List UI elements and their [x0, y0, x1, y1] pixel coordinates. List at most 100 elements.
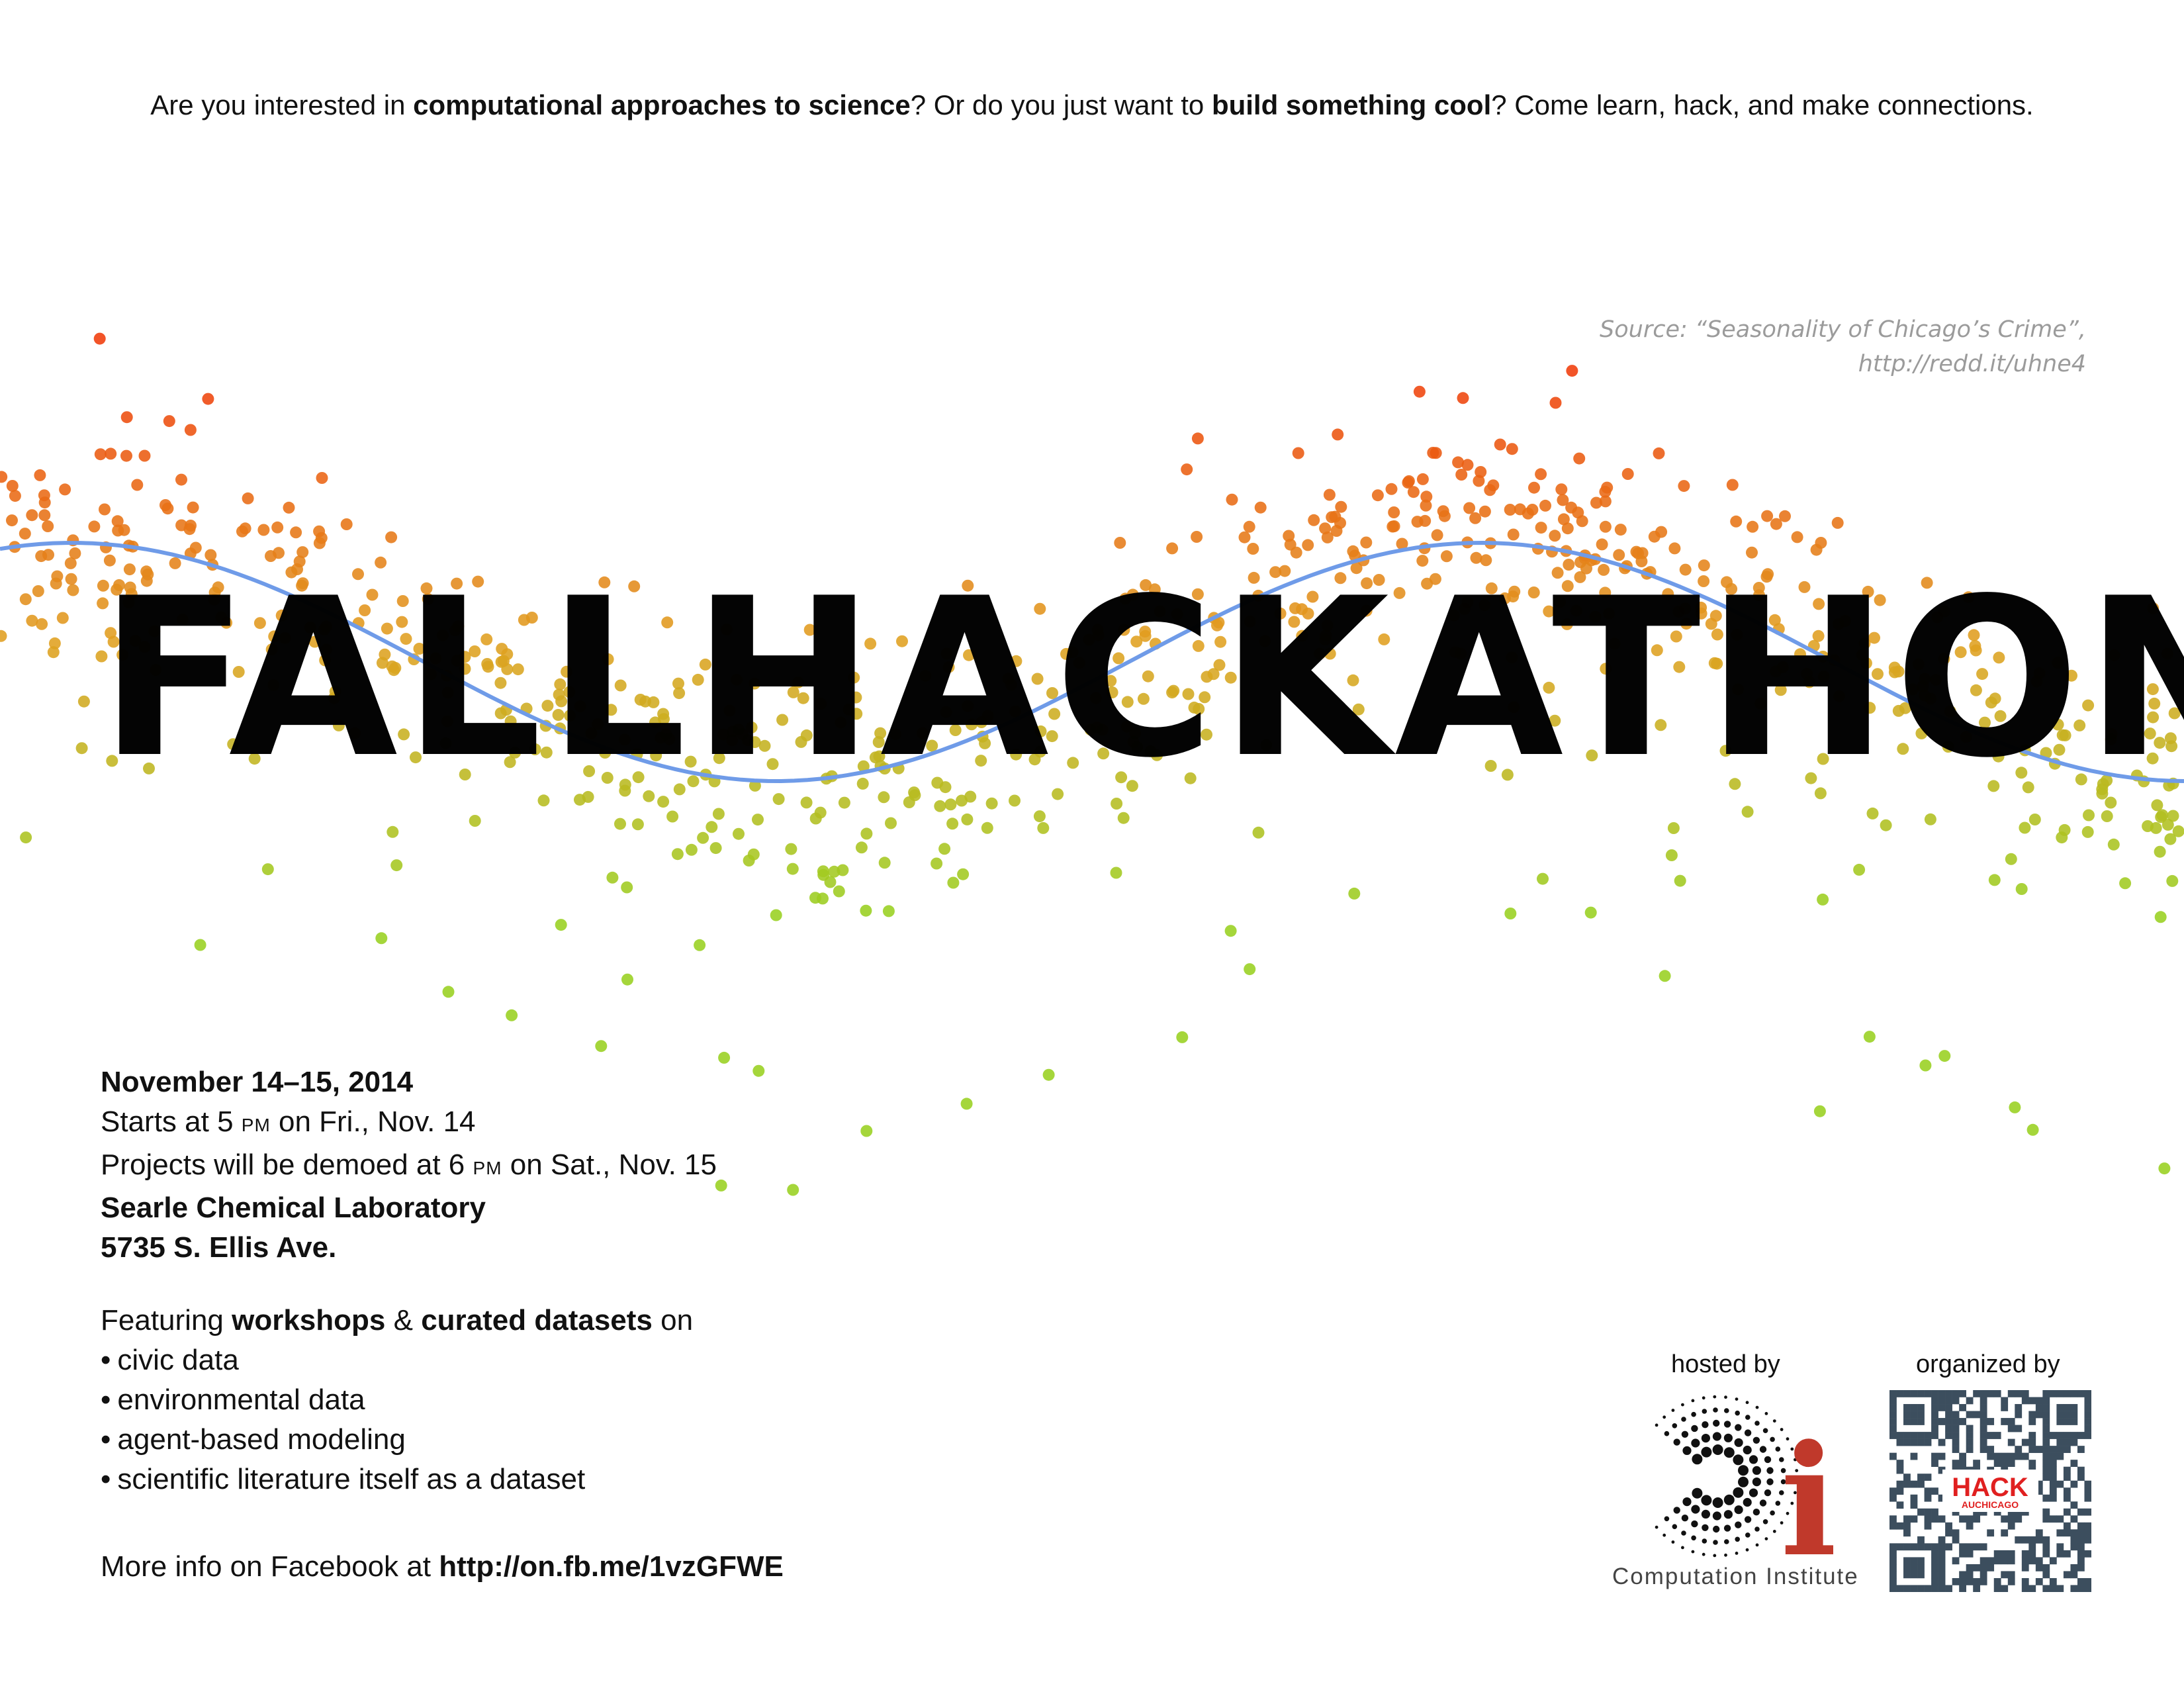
scatter-point [1243, 520, 1255, 533]
ci-logo-dot [1755, 1543, 1759, 1547]
qr-module [2063, 1418, 2071, 1425]
qr-module [2007, 1460, 2015, 1467]
qr-module [1979, 1432, 1987, 1439]
scatter-point [387, 825, 399, 838]
qr-module [2070, 1411, 2078, 1419]
scatter-point [1985, 696, 1997, 709]
qr-module [1959, 1418, 1966, 1425]
scatter-point [772, 793, 785, 806]
scatter-point [1858, 637, 1871, 650]
qr-module [1931, 1543, 1938, 1551]
scatter-point [1504, 504, 1516, 516]
scatter-point [1126, 588, 1139, 601]
scatter-point [2052, 718, 2064, 731]
scatter-point [1226, 493, 1238, 506]
scatter-point [939, 781, 952, 794]
scatter-point [398, 728, 410, 741]
qr-module [1917, 1411, 1925, 1419]
scatter-point [1378, 633, 1390, 645]
scatter-point [614, 679, 627, 692]
facebook-link[interactable]: http://on.fb.me/1vzGFWE [439, 1550, 784, 1583]
qr-module [1952, 1397, 1960, 1405]
ci-logo-dot [1671, 1540, 1675, 1544]
scatter-point [1420, 499, 1432, 512]
scatter-point [242, 492, 254, 504]
qr-module [1903, 1411, 1911, 1419]
ci-logo-dot [1713, 1525, 1720, 1533]
scatter-point [319, 654, 332, 667]
scatter-point [605, 704, 617, 716]
qr-module [2049, 1474, 2057, 1481]
qr-module [1910, 1543, 1918, 1551]
scatter-point [1584, 906, 1597, 919]
scatter-point [1760, 571, 1773, 583]
qr-module [1987, 1390, 1995, 1397]
qr-module [2001, 1418, 2009, 1425]
qr-module [2084, 1425, 2091, 1432]
qr-module [1966, 1515, 1974, 1523]
scatter-point [1182, 688, 1195, 700]
ci-logo-dot [1673, 1507, 1680, 1514]
qr-module [1889, 1543, 1897, 1551]
ci-logo-dot [1655, 1423, 1659, 1427]
scatter-point [1938, 653, 1950, 665]
qr-module [2007, 1508, 2015, 1516]
ci-logo-dot [1745, 1548, 1749, 1552]
qr-module [1889, 1418, 1897, 1425]
scatter-point [1323, 489, 1336, 501]
qr-module [1924, 1543, 1932, 1551]
scatter-point [1396, 538, 1408, 550]
qr-module [2028, 1411, 2036, 1419]
ci-logo-dot [1786, 1437, 1790, 1441]
qr-module [1889, 1522, 1897, 1530]
feat-post: on [652, 1304, 694, 1336]
scatter-point [614, 818, 626, 830]
scatter-point [97, 579, 109, 592]
scatter-point [1334, 517, 1346, 529]
scatter-point [1924, 813, 1936, 825]
qr-module [1903, 1522, 1911, 1530]
tagline-bold-1: computational approaches to science [413, 89, 911, 120]
scatter-point [1479, 505, 1491, 518]
scatter-point [961, 813, 974, 825]
qr-module [2028, 1460, 2036, 1467]
scatter-point [1549, 530, 1561, 542]
hack-uchicago-qr-code[interactable]: HACK AUCHICAGO [1889, 1390, 2091, 1592]
scatter-point [187, 501, 199, 514]
source-link[interactable]: http://redd.it/uhne4 [1858, 351, 2086, 377]
qr-module [2070, 1529, 2078, 1537]
ci-logo-dot [1691, 1520, 1698, 1528]
qr-module [2077, 1577, 2085, 1585]
ci-logo-dot [1794, 1491, 1797, 1495]
scatter-point [2081, 825, 2094, 838]
scatter-point [1131, 741, 1144, 753]
qr-module [2021, 1577, 2029, 1585]
scatter-point [1455, 647, 1467, 660]
qr-module [2042, 1550, 2050, 1558]
scatter-point [94, 448, 107, 461]
scatter-point [1402, 475, 1415, 487]
qr-module [2007, 1425, 2015, 1432]
scatter-point [1566, 365, 1578, 377]
qr-module [2035, 1529, 2043, 1537]
ci-logo-dot [1723, 1524, 1731, 1532]
scatter-point [1621, 468, 1634, 480]
scatter-point [1360, 604, 1373, 617]
scatter-point [1469, 512, 1482, 524]
qr-module [1979, 1557, 1987, 1565]
scatter-point [19, 593, 32, 606]
scatter-point [672, 677, 684, 690]
qr-module [2042, 1474, 2050, 1481]
scatter-point [2158, 1162, 2171, 1175]
scatter-point [189, 541, 202, 554]
ci-logo-dot [1770, 1436, 1775, 1442]
scatter-point [1805, 772, 1817, 784]
scatter-point [1046, 687, 1058, 699]
qr-module [1896, 1438, 1904, 1446]
scatter-point [2058, 823, 2071, 836]
scatter-point [985, 797, 998, 810]
trend-line [0, 540, 2184, 784]
qr-module [2049, 1494, 2057, 1502]
scatter-point [649, 716, 661, 729]
qr-module [2015, 1452, 2023, 1460]
